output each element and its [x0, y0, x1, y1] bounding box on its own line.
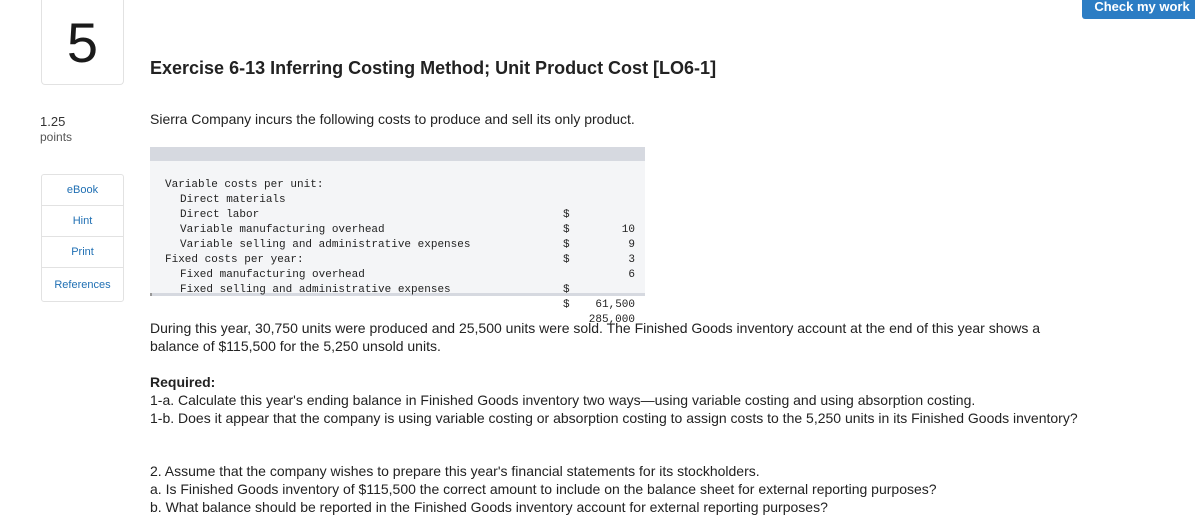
variable-costs-header: Variable costs per unit:: [165, 179, 324, 191]
fixed-costs-header-row: Fixed costs per year:: [150, 238, 645, 266]
row-label: Variable manufacturing overhead: [180, 224, 385, 236]
row-label: Fixed manufacturing overhead: [180, 269, 365, 281]
table-row: Fixed selling and administrative expense…: [150, 268, 645, 326]
table-bottom-bar: [150, 293, 645, 296]
table-top-bar: [150, 147, 645, 161]
row-currency: $: [563, 224, 570, 236]
table-row: Fixed manufacturing overhead $ 61,500: [150, 253, 645, 311]
table-body: Variable costs per unit: Direct material…: [150, 161, 645, 326]
requirement-2: 2. Assume that the company wishes to pre…: [150, 463, 760, 479]
row-amount: 61,500: [595, 299, 635, 311]
requirement-1a: 1-a. Calculate this year's ending balanc…: [150, 392, 976, 408]
intro-text: Sierra Company incurs the following cost…: [150, 111, 635, 127]
requirement-2b: b. What balance should be reported in th…: [150, 499, 828, 515]
row-amount: 6: [628, 269, 635, 281]
question-number: 5: [41, 0, 124, 85]
row-amount: 3: [628, 254, 635, 266]
requirement-2a: a. Is Finished Goods inventory of $115,5…: [150, 481, 937, 497]
row-label: Fixed selling and administrative expense…: [180, 284, 451, 296]
fixed-costs-header: Fixed costs per year:: [165, 254, 304, 266]
required-heading: Required:: [150, 374, 216, 390]
requirements: Required: 1-a. Calculate this year's end…: [150, 373, 1080, 427]
table-row: Variable manufacturing overhead $ 3: [150, 208, 645, 266]
variable-costs-header-row: Variable costs per unit:: [150, 163, 645, 191]
row-currency: $: [563, 254, 570, 266]
references-link[interactable]: References: [54, 278, 111, 291]
table-row: Variable selling and administrative expe…: [150, 223, 645, 281]
ebook-link[interactable]: eBook: [42, 175, 123, 206]
requirement-1b: 1-b. Does it appear that the company is …: [150, 410, 1078, 426]
resource-links: eBook Hint Print References: [41, 174, 124, 302]
table-row: Direct materials $ 10: [150, 178, 645, 236]
exercise-title: Exercise 6-13 Inferring Costing Method; …: [150, 58, 717, 78]
row-amount: 9: [628, 239, 635, 251]
cost-table: Variable costs per unit: Direct material…: [150, 147, 645, 326]
points-value: 1.25: [40, 114, 66, 129]
row-amount: 10: [621, 224, 635, 236]
print-link[interactable]: Print: [42, 237, 123, 268]
row-label: Direct labor: [180, 209, 260, 221]
row-currency: $: [563, 284, 570, 296]
requirements-part2: 2. Assume that the company wishes to pre…: [150, 462, 1080, 516]
hint-link[interactable]: Hint: [42, 206, 123, 237]
row-currency: $: [563, 209, 570, 221]
check-my-work-button[interactable]: Check my work: [1082, 0, 1195, 19]
row-amount: 285,000: [588, 314, 635, 326]
row-currency: $: [563, 299, 570, 311]
scenario-paragraph: During this year, 30,750 units were prod…: [150, 320, 1041, 354]
row-label: Variable selling and administrative expe…: [180, 239, 471, 251]
points-label: points: [40, 130, 73, 144]
row-label: Direct materials: [180, 194, 286, 206]
row-currency: $: [563, 239, 570, 251]
table-row: Direct labor $ 9: [150, 193, 645, 251]
